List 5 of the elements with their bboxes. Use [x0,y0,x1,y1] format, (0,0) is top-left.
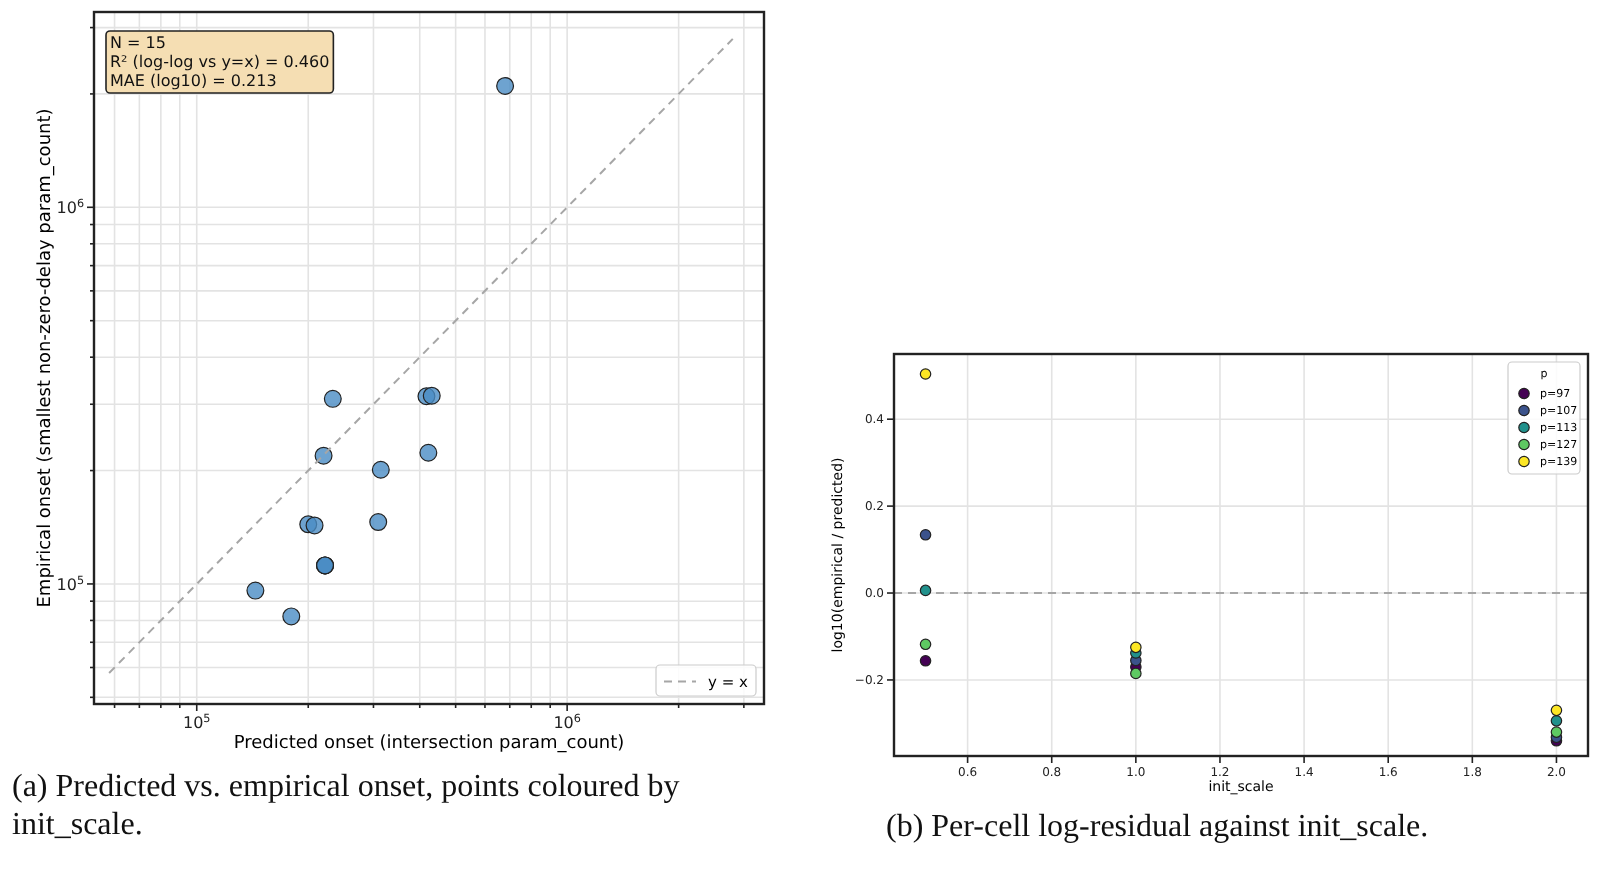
text: (a) Predicted vs. empirical onset, points coloured by init_scale. [12,768,682,844]
annotation: N = 15 R² (log-log vs y=x) = 0.460 MAE (log10) = 0.213 [110,34,330,90]
y-axis-title: Empirical onset (smallest non-zero-delay param_count) [36,108,56,608]
text: (b) Per-cell log-residual against init_scale. [886,808,1431,846]
x-axis-title: Predicted onset (intersection param_count) [233,734,625,755]
